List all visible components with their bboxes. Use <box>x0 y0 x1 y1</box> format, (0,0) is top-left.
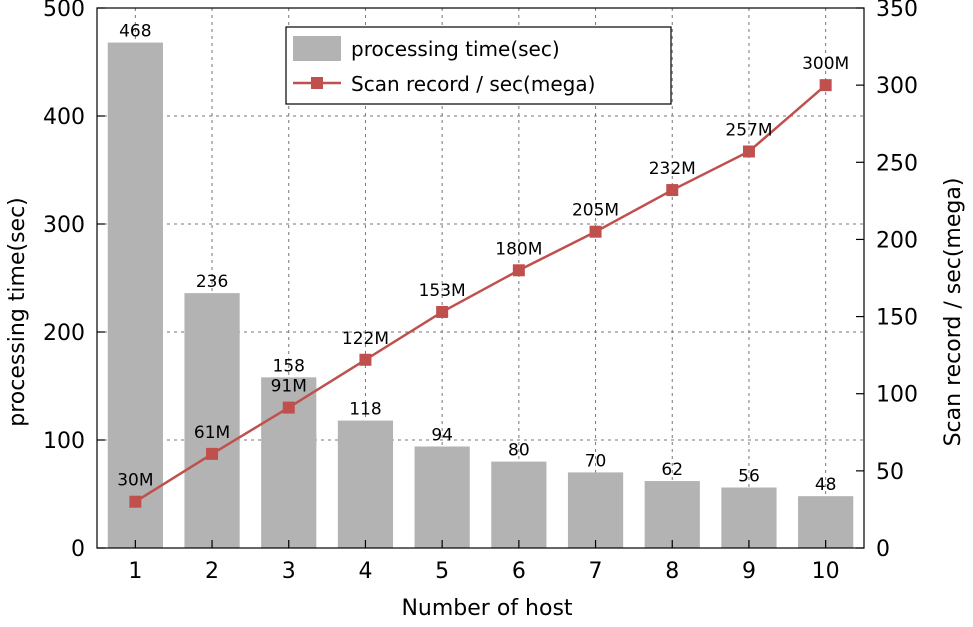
bar <box>184 293 240 548</box>
line-value-label: 300M <box>802 54 849 74</box>
legend-line-label: Scan record / sec(mega) <box>351 72 595 96</box>
series-line <box>134 84 827 503</box>
line-marker <box>129 495 142 508</box>
y-right-tick-label: 200 <box>876 228 918 253</box>
bar <box>721 487 777 548</box>
line-marker <box>589 225 602 238</box>
x-tick-label: 9 <box>742 559 756 584</box>
line-marker <box>666 184 679 197</box>
line-value-label: 153M <box>419 281 466 301</box>
bar <box>798 496 854 548</box>
x-axis-title: Number of host <box>401 596 572 621</box>
bar-value-label: 48 <box>815 475 837 495</box>
y-left-tick-label: 300 <box>43 213 85 238</box>
x-tick-label: 5 <box>435 559 449 584</box>
bar <box>337 420 394 548</box>
bar-value-label: 70 <box>585 451 607 471</box>
legend-bar-swatch <box>293 36 341 61</box>
line-value-label: 205M <box>572 201 619 221</box>
bar-value-label: 80 <box>508 441 530 461</box>
line-marker <box>359 353 372 366</box>
bar-value-label: 118 <box>349 400 381 420</box>
line-marker <box>512 264 525 277</box>
line-value-label: 122M <box>342 329 389 349</box>
bar <box>414 446 470 548</box>
y-right-tick-label: 100 <box>876 383 918 408</box>
y-right-axis-title: Scan record / sec(mega) <box>941 178 966 447</box>
y-right-tick-label: 50 <box>876 460 904 485</box>
bar <box>491 461 547 548</box>
y-left-tick-label: 0 <box>71 537 85 562</box>
line-value-label: 257M <box>725 120 772 140</box>
line-marker <box>819 79 832 92</box>
bar-series <box>107 42 854 549</box>
x-tick-label: 3 <box>282 559 296 584</box>
y-right-tick-label: 0 <box>876 537 890 562</box>
legend-line-marker <box>311 77 323 89</box>
y-left-tick-label: 400 <box>43 105 85 130</box>
y-right-tick-label: 350 <box>876 0 918 22</box>
x-tick-label: 10 <box>812 559 840 584</box>
line-value-label: 180M <box>495 239 542 259</box>
y-right-tick-label: 300 <box>876 74 918 99</box>
bar <box>567 472 624 548</box>
bar-value-label: 62 <box>661 460 683 480</box>
y-right-tick-label: 250 <box>876 151 918 176</box>
x-tick-label: 1 <box>128 559 142 584</box>
plot-frame <box>96 7 865 549</box>
y-left-tick-label: 200 <box>43 321 85 346</box>
legend-box <box>285 26 672 105</box>
bar <box>644 481 700 548</box>
line-marker <box>206 447 219 460</box>
x-tick-label: 2 <box>205 559 219 584</box>
x-tick-label: 8 <box>665 559 679 584</box>
line-value-label: 61M <box>194 423 230 443</box>
bar-value-label: 56 <box>738 467 760 487</box>
line-series <box>129 79 832 508</box>
line-value-label: 232M <box>649 159 696 179</box>
y-right-tick-label: 150 <box>876 306 918 331</box>
x-tick-label: 7 <box>589 559 603 584</box>
line-value-label: 30M <box>117 471 153 491</box>
bar-value-label: 468 <box>119 22 151 42</box>
line-marker <box>436 305 449 318</box>
bar-value-label: 236 <box>196 272 228 292</box>
y-left-tick-label: 500 <box>43 0 85 22</box>
bar-value-label: 94 <box>431 425 453 445</box>
line-marker <box>742 145 755 158</box>
bar-value-label: 158 <box>273 356 305 376</box>
legend-bar-label: processing time(sec) <box>351 37 560 61</box>
data-labels: 468 236 158 118 94 80 70 62 56 48 30M 61M 91M 122M 153… <box>117 22 849 496</box>
line-value-label: 91M <box>271 377 307 397</box>
y-left-axis-title: processing time(sec) <box>5 197 30 427</box>
bar <box>107 42 163 549</box>
x-tick-label: 4 <box>358 559 372 584</box>
x-tick-label: 6 <box>512 559 526 584</box>
line-marker <box>282 401 295 414</box>
y-left-tick-label: 100 <box>43 429 85 454</box>
legend: processing time(sec) Scan record / sec(m… <box>285 26 672 105</box>
